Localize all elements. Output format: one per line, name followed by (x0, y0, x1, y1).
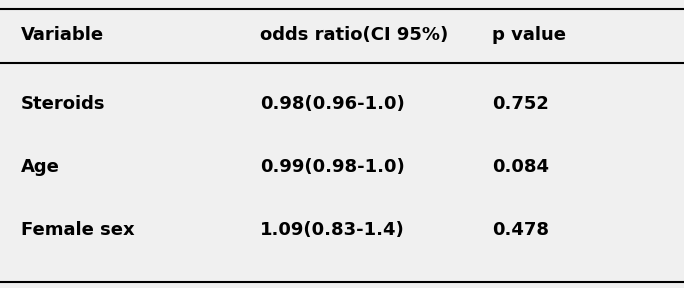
Text: Age: Age (21, 158, 60, 176)
Text: 1.09(0.83-1.4): 1.09(0.83-1.4) (260, 221, 405, 239)
Text: Female sex: Female sex (21, 221, 134, 239)
Text: Variable: Variable (21, 26, 104, 43)
Text: Steroids: Steroids (21, 95, 105, 113)
Text: 0.084: 0.084 (492, 158, 549, 176)
Text: 0.98(0.96-1.0): 0.98(0.96-1.0) (260, 95, 405, 113)
Text: 0.478: 0.478 (492, 221, 549, 239)
Text: p value: p value (492, 26, 566, 43)
Text: odds ratio(CI 95%): odds ratio(CI 95%) (260, 26, 448, 43)
Text: 0.752: 0.752 (492, 95, 549, 113)
Text: 0.99(0.98-1.0): 0.99(0.98-1.0) (260, 158, 405, 176)
